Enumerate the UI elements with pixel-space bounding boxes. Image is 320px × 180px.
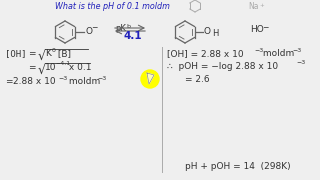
Text: −4.1: −4.1 [55,61,70,66]
Text: ∴  pOH = −log 2.88 x 10: ∴ pOH = −log 2.88 x 10 [167,62,278,71]
Text: −3: −3 [97,75,106,80]
Text: pK: pK [115,24,126,33]
Text: O: O [85,26,92,35]
Text: √: √ [38,50,46,62]
Circle shape [141,70,159,88]
Text: moldm: moldm [260,49,294,58]
Text: pH + pOH = 14  (298K): pH + pOH = 14 (298K) [185,162,291,171]
Text: +: + [259,3,264,8]
Text: x 0.1: x 0.1 [66,63,92,72]
Text: K: K [45,49,51,58]
Text: H: H [212,30,218,39]
Text: [OH]: [OH] [5,49,27,58]
Text: −3: −3 [58,75,67,80]
Text: O: O [204,27,211,36]
Text: b: b [126,24,130,28]
Text: −: − [262,24,268,33]
Text: 2.88 x 10: 2.88 x 10 [13,77,56,86]
Polygon shape [147,73,154,84]
Text: 4.1: 4.1 [123,31,142,41]
Text: = 2.6: = 2.6 [185,75,210,84]
Text: Na: Na [248,2,259,11]
Text: −3: −3 [254,48,263,53]
Text: 10: 10 [45,63,57,72]
Text: [B]: [B] [55,49,71,58]
Text: moldm: moldm [66,77,100,86]
Text: √: √ [38,64,46,76]
Text: =: = [5,77,12,86]
Text: =: = [28,63,36,72]
Text: 0: 0 [52,48,55,53]
Text: HO: HO [250,26,264,35]
Text: [OH] = 2.88 x 10: [OH] = 2.88 x 10 [167,49,244,58]
Text: −: − [91,24,97,33]
Text: −3: −3 [296,60,305,66]
Text: −3: −3 [292,48,301,53]
Text: What is the pH of 0.1 moldm: What is the pH of 0.1 moldm [55,2,170,11]
Text: =: = [28,49,36,58]
